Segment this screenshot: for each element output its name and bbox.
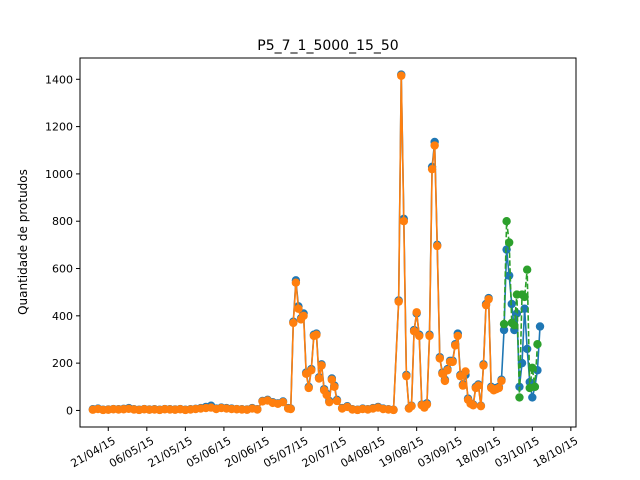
series-2-point xyxy=(415,331,424,341)
series-2-point xyxy=(317,361,326,370)
y-tick-label: 0 xyxy=(66,404,73,417)
series-3-point xyxy=(533,340,542,349)
series-2-point xyxy=(330,382,339,391)
series-2-point xyxy=(332,396,342,406)
series-2 xyxy=(88,71,506,415)
series-2-point xyxy=(402,371,411,381)
y-tick-label: 1000 xyxy=(45,168,73,181)
series-2-point xyxy=(448,357,457,367)
series-3-point xyxy=(499,319,509,329)
series-1-point xyxy=(499,325,509,335)
series-2-point xyxy=(461,367,470,376)
series-2-point xyxy=(291,278,301,287)
series-2-point xyxy=(389,405,398,415)
series-2-point xyxy=(299,311,308,321)
series-2-point xyxy=(494,383,504,393)
series-layer xyxy=(88,70,545,415)
series-2-point xyxy=(412,308,421,317)
series-2-point xyxy=(325,397,334,407)
series-2-point xyxy=(476,401,486,411)
y-tick-label: 1200 xyxy=(45,121,73,134)
series-2-point xyxy=(469,401,478,410)
series-2-point xyxy=(253,405,262,414)
series-2-point xyxy=(453,331,462,341)
series-2-point xyxy=(484,295,493,304)
series-1-point xyxy=(535,322,545,331)
series-3-point xyxy=(510,321,519,330)
series-1-point xyxy=(504,271,514,280)
series-2-point xyxy=(474,381,483,390)
plot-area-frame xyxy=(79,57,577,428)
chart-title: P5_7_1_5000_15_50 xyxy=(257,38,398,54)
series-3-point xyxy=(528,363,537,373)
series-2-point xyxy=(314,374,324,383)
series-3-point xyxy=(515,393,524,402)
series-2-point xyxy=(458,381,468,390)
series-2-point xyxy=(497,376,506,386)
series-2-point xyxy=(394,297,403,306)
y-tick-label: 400 xyxy=(52,310,73,323)
series-2-point xyxy=(312,330,321,339)
y-tick-label: 800 xyxy=(52,215,73,228)
series-2-point xyxy=(397,71,406,80)
series-3-point xyxy=(502,217,511,226)
series-2-point xyxy=(479,361,488,370)
series-3-point xyxy=(504,238,514,247)
series-1-point xyxy=(522,344,532,354)
series-2-point xyxy=(289,318,298,328)
series-2-point xyxy=(304,383,313,393)
series-2-point xyxy=(425,331,434,341)
series-1-point xyxy=(520,304,529,313)
y-axis-label: Quantidade de protudos xyxy=(16,169,30,315)
series-2-point xyxy=(427,164,437,174)
series-1-point xyxy=(528,393,537,402)
series-2-point xyxy=(440,376,450,386)
series-2-point xyxy=(407,401,416,411)
series-2-point xyxy=(430,141,439,150)
series-3 xyxy=(499,217,542,402)
series-3-point xyxy=(530,382,540,391)
series-2-point xyxy=(307,366,316,375)
y-tick-label: 600 xyxy=(52,263,73,276)
series-2-point xyxy=(399,217,409,226)
series-2-point xyxy=(422,400,432,409)
series-2-point xyxy=(451,341,460,350)
series-2-point xyxy=(322,390,331,400)
series-2-point xyxy=(286,404,295,414)
series-2-point xyxy=(327,375,337,384)
y-tick-label: 1400 xyxy=(45,73,73,86)
series-3-point xyxy=(520,292,529,302)
series-2-point xyxy=(435,354,444,363)
series-2-point xyxy=(278,397,288,407)
series-2-point xyxy=(294,304,303,313)
series-3-point xyxy=(522,265,532,274)
series-2-point xyxy=(433,241,442,251)
y-tick-label: 200 xyxy=(52,357,73,370)
series-2-point xyxy=(443,366,452,375)
